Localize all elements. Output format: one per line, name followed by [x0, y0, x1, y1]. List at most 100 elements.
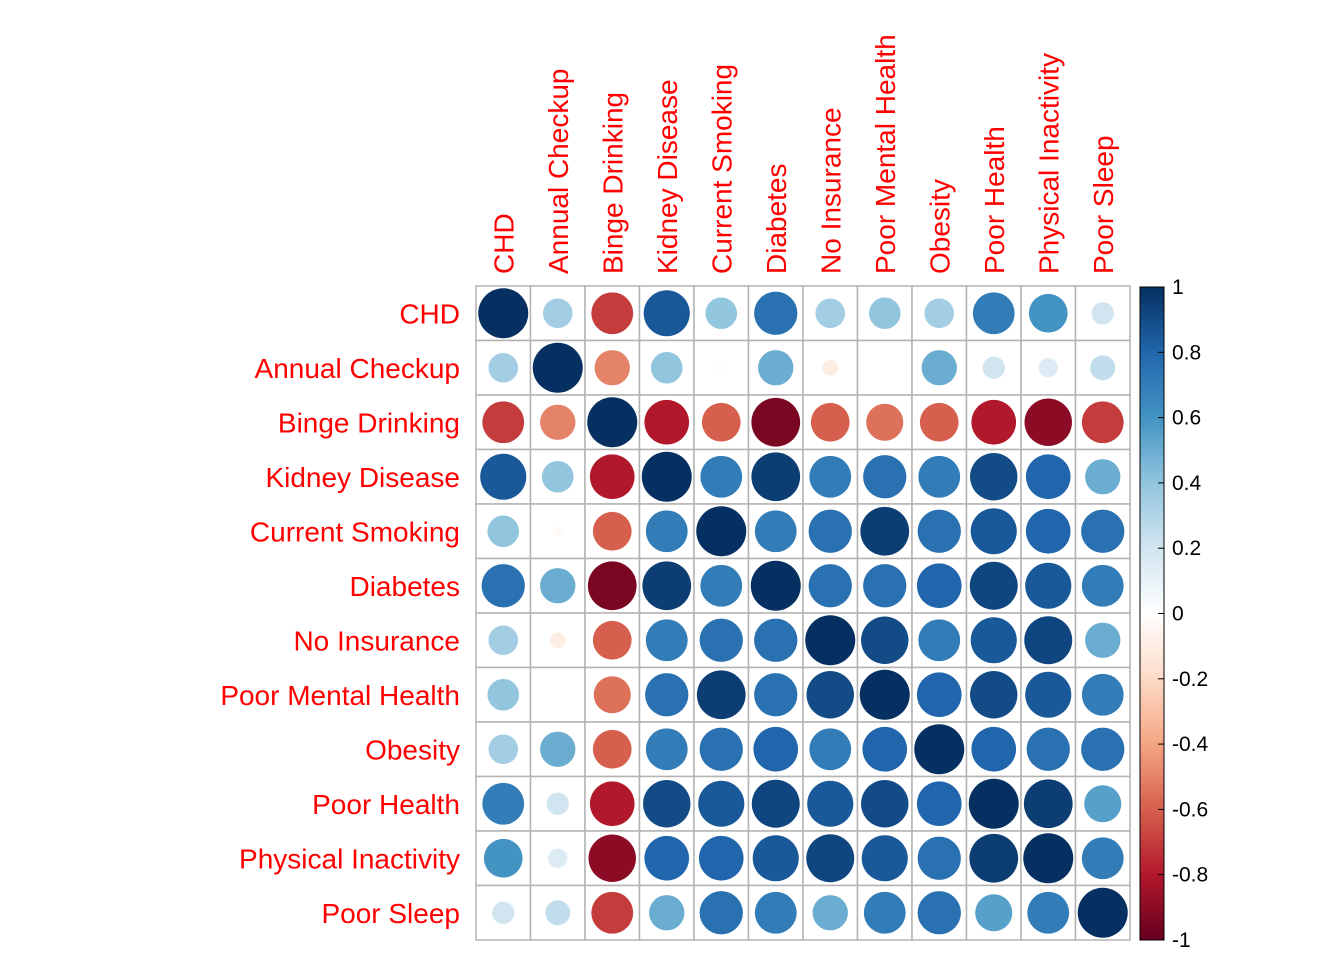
corr-circle-chd-chd [478, 288, 529, 339]
corr-circle-diabetes-binge-drinking [587, 561, 637, 611]
corr-circle-poor-sleep-obesity [917, 891, 961, 935]
corr-circle-poor-health-annual-checkup [546, 792, 569, 815]
corr-circle-current-smoking-current-smoking [696, 506, 747, 557]
corr-circle-chd-poor-sleep [1091, 302, 1114, 325]
corr-circle-annual-checkup-obesity [921, 350, 957, 386]
colorbar-tick-label: -0.8 [1172, 864, 1208, 887]
corr-circle-annual-checkup-chd [488, 352, 519, 383]
row-label-current-smoking: Current Smoking [250, 516, 460, 547]
column-labels: CHD Annual Checkup Binge Drinking Kidney Di… [488, 34, 1119, 274]
corr-circle-binge-drinking-kidney-disease [644, 399, 690, 445]
corr-circle-no-insurance-current-smoking [699, 618, 743, 662]
corr-circle-physical-inactivity-poor-mental-health [861, 835, 908, 882]
corr-circle-poor-health-poor-sleep [1084, 785, 1122, 823]
corr-circle-binge-drinking-chd [482, 401, 525, 444]
corr-circle-no-insurance-no-insurance [805, 615, 856, 666]
corr-circle-obesity-poor-sleep [1081, 727, 1125, 771]
corr-circle-binge-drinking-poor-health [971, 399, 1017, 445]
corr-circle-poor-mental-health-kidney-disease [645, 673, 689, 717]
corr-circle-binge-drinking-current-smoking [701, 402, 741, 442]
grid-cell [529, 666, 586, 723]
corr-circle-poor-sleep-current-smoking [699, 891, 743, 935]
corr-circle-obesity-binge-drinking [592, 729, 632, 769]
corr-circle-chd-poor-mental-health [868, 297, 901, 330]
corr-circle-kidney-disease-kidney-disease [641, 451, 692, 502]
corr-circle-diabetes-diabetes [750, 560, 801, 611]
corr-circle-no-insurance-binge-drinking [592, 620, 632, 660]
row-label-annual-checkup: Annual Checkup [255, 353, 460, 384]
col-label-obesity: Obesity [924, 179, 955, 274]
row-label-kidney-disease: Kidney Disease [265, 462, 460, 493]
row-labels: CHD Annual Checkup Binge Drinking Kidney Di… [220, 298, 460, 929]
corr-circle-chd-physical-inactivity [1028, 293, 1068, 333]
col-label-poor-sleep: Poor Sleep [1088, 135, 1119, 274]
colorbar-tick-label: 0.2 [1172, 537, 1201, 560]
corr-circle-kidney-disease-obesity [918, 455, 961, 498]
colorbar-tick-label: 0 [1172, 603, 1184, 626]
corr-circle-no-insurance-poor-sleep [1085, 622, 1121, 658]
corr-circle-poor-sleep-diabetes [754, 891, 797, 934]
corr-circle-kidney-disease-poor-mental-health [863, 455, 907, 499]
corr-circle-current-smoking-chd [487, 515, 520, 548]
corr-circle-no-insurance-obesity [918, 619, 961, 662]
row-label-no-insurance: No Insurance [293, 625, 460, 656]
corr-circle-kidney-disease-current-smoking [700, 455, 743, 498]
corr-circle-poor-mental-health-diabetes [754, 673, 798, 717]
corr-circle-diabetes-annual-checkup [540, 568, 576, 604]
corr-circle-obesity-kidney-disease [645, 728, 688, 771]
corr-circle-chd-diabetes [754, 291, 798, 335]
corr-circle-obesity-current-smoking [699, 727, 743, 771]
corr-circle-physical-inactivity-no-insurance [806, 834, 855, 883]
corr-circle-physical-inactivity-current-smoking [698, 835, 744, 881]
corr-circle-binge-drinking-obesity [919, 402, 959, 442]
corr-circle-poor-mental-health-poor-mental-health [859, 669, 910, 720]
corr-circle-poor-sleep-poor-mental-health [863, 891, 906, 934]
corr-circle-poor-mental-health-binge-drinking [593, 676, 631, 714]
col-label-poor-health: Poor Health [979, 126, 1010, 274]
corr-circle-obesity-annual-checkup [540, 731, 576, 767]
grid-cell [965, 339, 1022, 396]
colorbar-tick-label: -0.2 [1172, 668, 1208, 691]
row-label-physical-inactivity: Physical Inactivity [239, 843, 460, 874]
corr-circle-poor-sleep-physical-inactivity [1027, 891, 1070, 934]
corr-circle-poor-mental-health-chd [487, 678, 520, 711]
corr-circle-kidney-disease-no-insurance [809, 455, 852, 498]
corr-circle-no-insurance-chd [488, 625, 519, 656]
corr-circle-poor-health-diabetes [751, 779, 800, 828]
corr-circle-physical-inactivity-binge-drinking [588, 834, 636, 882]
grid-cell [856, 339, 913, 396]
corr-circle-no-insurance-poor-mental-health [861, 616, 909, 664]
corr-circle-poor-mental-health-no-insurance [806, 671, 854, 719]
corr-circle-poor-mental-health-poor-sleep [1081, 673, 1124, 716]
corr-circle-kidney-disease-poor-sleep [1085, 459, 1121, 495]
corr-circle-poor-health-current-smoking [698, 780, 745, 827]
corr-circle-annual-checkup-poor-sleep [1090, 355, 1116, 381]
corr-circle-poor-sleep-no-insurance [812, 895, 848, 931]
corr-circle-annual-checkup-binge-drinking [594, 350, 630, 386]
corr-circle-physical-inactivity-annual-checkup [548, 848, 568, 868]
corr-circle-physical-inactivity-chd [483, 838, 523, 878]
corr-circle-current-smoking-no-insurance [808, 509, 852, 553]
corr-circle-kidney-disease-binge-drinking [589, 454, 635, 500]
corr-circle-diabetes-poor-sleep [1081, 564, 1124, 607]
col-label-annual-checkup: Annual Checkup [543, 69, 574, 274]
row-label-poor-health: Poor Health [312, 789, 460, 820]
corr-circle-chd-annual-checkup [542, 298, 573, 329]
corr-circle-binge-drinking-binge-drinking [587, 397, 638, 448]
corr-circle-binge-drinking-annual-checkup [540, 404, 576, 440]
row-label-diabetes: Diabetes [349, 571, 460, 602]
corr-circle-annual-checkup-no-insurance [822, 359, 839, 376]
colorbar: 1 0.8 0.6 0.4 0.2 0 -0.2 -0.4 -0.6 -0.8 -1 [1139, 276, 1209, 952]
col-label-physical-inactivity: Physical Inactivity [1033, 53, 1064, 274]
corr-circle-current-smoking-poor-health [970, 508, 1017, 555]
corr-circle-diabetes-current-smoking [700, 564, 743, 607]
corr-circle-poor-sleep-annual-checkup [545, 900, 571, 926]
corr-circle-chd-kidney-disease [643, 290, 690, 337]
corr-circle-diabetes-poor-health [969, 561, 1018, 610]
colorbar-tick-label: -0.4 [1172, 733, 1209, 756]
corr-circle-poor-health-kidney-disease [643, 780, 691, 828]
col-label-current-smoking: Current Smoking [706, 64, 737, 274]
corr-circle-binge-drinking-no-insurance [810, 402, 850, 442]
corr-circle-diabetes-kidney-disease [642, 561, 692, 611]
corr-circle-obesity-chd [488, 734, 519, 765]
